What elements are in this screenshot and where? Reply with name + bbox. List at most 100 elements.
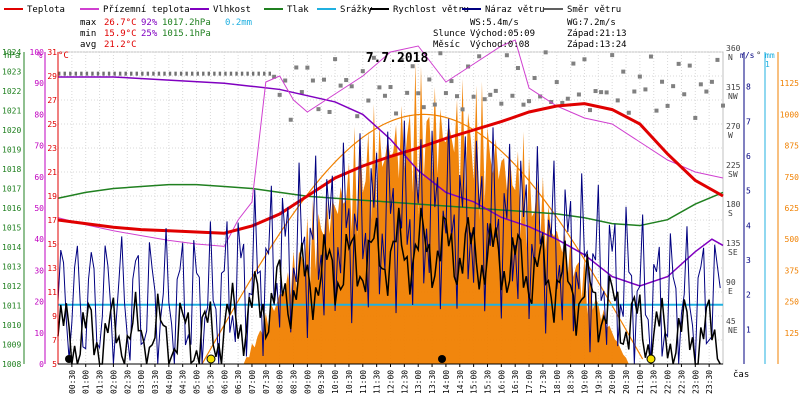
wind-direction-point: [58, 71, 61, 76]
time-tick-label: 17:00: [525, 370, 534, 394]
hpa-tick-label: 1008: [2, 360, 21, 369]
wm2-tick-label: 500: [785, 235, 800, 244]
time-tick-label: 17:30: [539, 370, 548, 394]
temp-tick-label: 7: [52, 336, 57, 345]
wind-direction-point: [477, 54, 482, 59]
time-tick-label: 20:00: [608, 370, 617, 394]
wm2-tick-label: 625: [785, 204, 800, 213]
sun-label: Slunce: [433, 29, 466, 39]
wind-direction-point: [554, 80, 559, 85]
astro-markers: [65, 354, 656, 364]
ms-tick-label: 5: [746, 187, 751, 196]
wind-direction-point: [466, 64, 471, 69]
wind-direction-point: [593, 89, 598, 94]
wind-direction-point: [471, 94, 476, 99]
ms-axis-label: m/s: [740, 51, 755, 60]
time-tick-label: 13:30: [428, 370, 437, 394]
time-tick-label: 22:00: [664, 370, 673, 394]
wind-direction-point: [371, 55, 376, 60]
wind-direction-point: [338, 83, 343, 88]
wind-direction-point: [588, 108, 592, 113]
wind-direction-point: [283, 78, 288, 83]
wind-speed: WS:5.4m/s: [470, 18, 519, 28]
dir-tick-name: SE: [728, 248, 738, 257]
temp-tick-label: 5: [52, 360, 57, 369]
wind-direction-point: [532, 76, 537, 81]
wm2-tick-label: 1000: [780, 110, 799, 119]
temp-tick-label: 21: [47, 168, 57, 177]
wind-direction-point: [349, 84, 354, 89]
wind-direction-point: [294, 65, 299, 70]
wind-direction-point: [449, 79, 454, 84]
time-tick-label: 04:30: [179, 370, 188, 394]
time-tick-label: 05:00: [193, 370, 202, 394]
series-wind-gust: [57, 118, 721, 365]
wind-direction-point: [482, 97, 487, 102]
wind-direction-point: [676, 61, 681, 66]
wm2-tick-label: 750: [785, 173, 800, 182]
legend-label: Přízemní teplota: [103, 5, 190, 15]
time-tick-label: 12:00: [387, 370, 396, 394]
wind-direction-point: [715, 57, 720, 62]
time-axis-label: čas: [733, 369, 749, 380]
hpa-tick-label: 1021: [2, 107, 21, 116]
legend-label: Teplota: [27, 5, 65, 15]
hpa-tick-label: 1014: [2, 243, 21, 252]
wind-direction-point: [521, 102, 526, 107]
wind-direction-point: [263, 71, 266, 76]
hpa-tick-label: 1011: [2, 302, 21, 311]
wind-direction-point: [305, 65, 310, 70]
wind-direction-point: [671, 84, 676, 89]
time-tick-label: 11:00: [359, 370, 368, 394]
mm-axis-label: mm: [765, 51, 775, 60]
wind-direction-point: [257, 71, 260, 76]
wind-direction-point: [118, 71, 122, 76]
wind-direction-point: [665, 103, 670, 108]
chart-title: 7.7.2018: [366, 51, 429, 66]
moon-label: Měsíc: [433, 40, 460, 50]
hpa-tick-label: 1016: [2, 204, 21, 213]
ms-tick-label: 7: [746, 117, 751, 126]
wind-direction-point: [637, 74, 642, 79]
time-tick-label: 18:30: [567, 370, 576, 394]
time-tick-label: 11:30: [373, 370, 382, 394]
dir-axis-label: °: [756, 51, 761, 61]
wind-direction-point: [654, 108, 659, 113]
wind-direction-point: [560, 100, 565, 105]
wind-direction-point: [299, 90, 304, 95]
wind-direction-point: [693, 115, 698, 120]
wind-direction-point: [268, 71, 271, 76]
stat-max-press: 1017.2hPa: [162, 18, 211, 28]
wind-direction-point: [576, 92, 581, 97]
temp-tick-label: 15: [47, 240, 57, 249]
wm2-tick-label: 875: [785, 142, 800, 151]
wind-direction-point: [272, 74, 277, 79]
time-tick-label: 15:00: [470, 370, 479, 394]
wind-direction-point: [246, 71, 249, 76]
wind-direction-point: [196, 71, 199, 76]
wind-direction-point: [207, 71, 211, 76]
dir-tick-name: SW: [728, 170, 738, 179]
wind-direction-point: [510, 93, 515, 98]
ms-tick-label: 3: [746, 256, 751, 265]
wind-direction-point: [135, 71, 138, 76]
time-tick-label: 05:30: [206, 370, 215, 394]
wind-direction-point: [152, 71, 155, 76]
time-tick-label: 23:30: [705, 370, 714, 394]
pct-tick-label: 30: [34, 266, 44, 275]
moonrise-marker: [65, 355, 73, 363]
wm2-tick-label: 1125: [780, 79, 799, 88]
wind-direction-point: [91, 71, 94, 76]
time-tick-label: 20:30: [622, 370, 631, 394]
wind-direction-point: [191, 71, 194, 76]
stat-max-hum: 92%: [141, 18, 158, 28]
wind-direction-point: [107, 71, 111, 76]
wind-direction-point: [185, 71, 188, 76]
wind-direction-point: [626, 110, 631, 115]
pct-tick-label: 90: [34, 79, 44, 88]
hpa-axis-label: hPa: [4, 51, 20, 61]
wind-direction-point: [310, 78, 315, 83]
temp-tick-label: 27: [47, 96, 57, 105]
wind-direction-point: [202, 71, 205, 76]
sunrise-marker: [206, 354, 216, 364]
